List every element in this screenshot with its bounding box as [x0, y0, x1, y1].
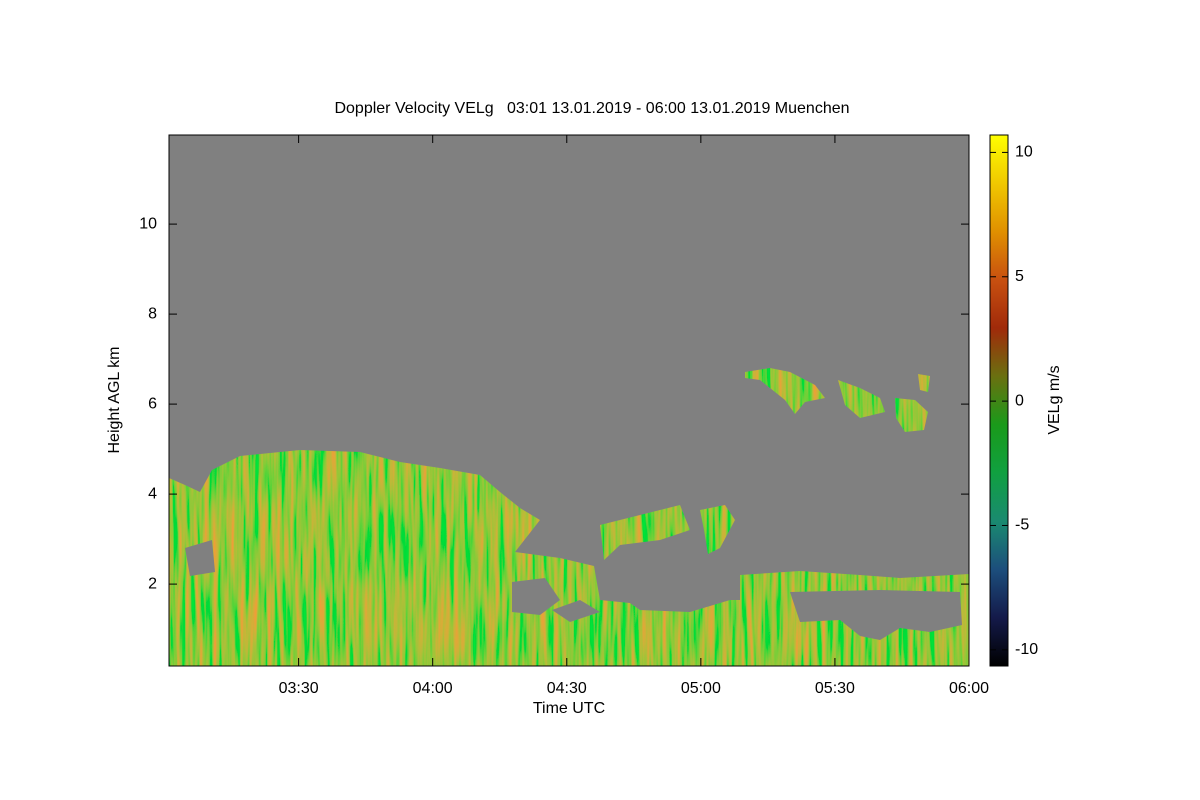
colorbar-tick-label: -10	[1015, 641, 1038, 658]
colorbar-tick-label: -5	[1015, 517, 1029, 534]
plot-frame	[168, 134, 970, 667]
y-tick-label: 6	[148, 395, 157, 412]
y-tick-label: 2	[148, 575, 157, 592]
y-axis-label: Height AGL km	[106, 346, 123, 453]
colorbar-tick-label: 10	[1015, 144, 1033, 161]
x-axis-label: Time UTC	[533, 700, 605, 717]
plot-area	[168, 134, 970, 667]
clear-gaps	[185, 540, 962, 640]
x-tick-label: 04:30	[547, 680, 587, 697]
chart-title: Doppler Velocity VELg 03:01 13.01.2019 -…	[334, 100, 849, 117]
colorbar-tick-label: 5	[1015, 268, 1024, 285]
x-tick-label: 05:00	[681, 680, 721, 697]
y-tick-label: 8	[148, 305, 157, 322]
x-tick-label: 06:00	[949, 680, 989, 697]
x-tick-label: 04:00	[413, 680, 453, 697]
x-tick-label: 05:30	[815, 680, 855, 697]
y-tick-label: 4	[148, 485, 157, 502]
colorbar-label: VELg m/s	[1046, 365, 1063, 434]
colorbar	[989, 134, 1009, 667]
x-tick-label: 03:30	[279, 680, 319, 697]
y-tick-label: 10	[139, 215, 157, 232]
colorbar-tick-label: 0	[1015, 392, 1024, 409]
